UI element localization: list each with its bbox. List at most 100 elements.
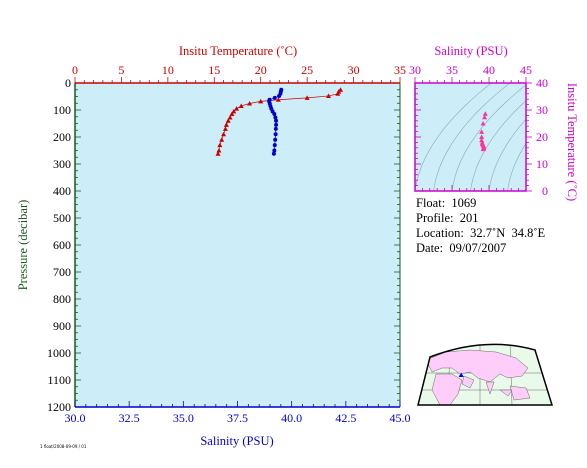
temperature-point [216,148,222,153]
map-land-indonesia [499,389,513,397]
temperature-tick-label: 30 [348,63,360,77]
pressure-tick-label: 700 [53,265,71,279]
pressure-tick-label: 0 [65,76,71,90]
salinity-point [273,126,278,131]
salinity-tick-label: 35.0 [173,411,194,425]
pressure-axis-title: Pressure (decibar) [16,200,30,291]
pressure-tick-label: 1100 [47,373,71,387]
temperature-point [234,106,240,111]
footer-stamp: 1 float/2008-09-09 / 01 [40,444,87,449]
temperature-point [304,95,310,100]
temperature-point [219,137,225,142]
ts-salinity-tick-label: 30 [409,63,421,77]
salinity-point [277,93,282,98]
temperature-point [247,101,253,106]
map-land-australia [509,385,531,401]
temperature-tick-label: 5 [118,63,124,77]
salinity-point [271,151,276,156]
ts-temperature-tick-label: 10 [536,157,548,171]
pressure-tick-label: 600 [53,238,71,252]
salinity-point [273,115,278,120]
location-map [417,343,554,406]
ts-salinity-axis-title: Salinity (PSU) [434,44,507,58]
ts-point [480,146,486,152]
ts-temperature-tick-label: 0 [542,184,548,198]
temperature-point [231,108,237,114]
temperature-point [223,122,229,127]
salinity-point [272,148,277,153]
map-land-africa [431,373,463,405]
salinity-tick-label: 32.5 [119,411,140,425]
pressure-tick-label: 400 [53,184,71,198]
ts-temperature-tick-label: 20 [536,130,548,144]
pressure-tick-label: 1200 [47,400,71,414]
pressure-tick-label: 800 [53,292,71,306]
map-land [425,349,531,405]
ts-point [479,134,485,139]
ts-point [482,114,488,120]
map-frame [417,343,554,406]
pressure-tick-label: 300 [53,157,71,171]
pressure-tick-label: 500 [53,211,71,225]
float-location: Location: 32.7˚N 34.8˚E [416,226,546,240]
pressure-tick-label: 100 [53,103,71,117]
temperature-tick-label: 25 [301,63,313,77]
ts-temperature-tick-label: 40 [536,76,548,90]
map-land-eurasia [425,349,529,383]
profile-number: Profile: 201 [416,211,479,225]
ts-salinity-tick-label: 45 [520,63,532,77]
float-location-marker [458,372,464,377]
salinity-point [272,143,277,148]
temperature-tick-label: 15 [208,63,220,77]
profile-plot-area [75,83,400,407]
density-contour [415,83,492,191]
salinity-tick-label: 45.0 [390,411,411,425]
salinity-tick-label: 42.5 [335,411,356,425]
temperature-point [258,98,264,104]
salinity-point [274,118,279,123]
density-contour [507,142,526,191]
temperature-point [335,91,341,96]
salinity-point [274,122,279,127]
temperature-tick-label: 35 [394,63,406,77]
pressure-tick-label: 1000 [47,346,71,360]
profile-date: Date: 09/07/2007 [416,241,507,255]
ts-point [479,129,485,134]
float-id: Float: 1069 [416,196,477,210]
salinity-tick-label: 40.0 [281,411,302,425]
temperature-point [227,115,233,120]
temperature-point [217,142,223,148]
ts-salinity-tick-label: 40 [483,63,495,77]
pressure-tick-label: 900 [53,319,71,333]
salinity-tick-label: 30.0 [65,411,86,425]
temperature-point [225,118,231,123]
map-land-india [485,381,495,395]
pressure-tick-label: 200 [53,130,71,144]
ts-point [480,121,486,126]
salinity-point [272,95,277,100]
salinity-point [273,132,278,137]
density-contour [433,83,511,191]
ts-salinity-tick-label: 35 [446,63,458,77]
density-contour [451,84,526,191]
float-info-panel: Float: 1069 Profile: 201 Location: 32.7˚… [416,196,545,256]
temperature-tick-label: 0 [72,63,78,77]
ts-temperature-axis-title: Insitu Temperature (˚C) [565,83,579,201]
temperature-tick-label: 20 [255,63,267,77]
temperature-point [275,97,281,102]
temperature-point [221,131,227,137]
salinity-axis-title: Salinity (PSU) [200,434,273,448]
temperature-point [326,93,331,98]
temperature-point [222,126,228,131]
temperature-point [238,103,244,108]
temperature-point [229,111,235,117]
temperature-axis-title: Insitu Temperature (˚C) [179,44,297,58]
salinity-point [273,137,278,142]
density-contour [488,118,526,191]
ts-temperature-tick-label: 30 [536,103,548,117]
salinity-point [272,112,277,117]
temperature-point [215,151,221,156]
temperature-tick-label: 10 [162,63,174,77]
salinity-tick-label: 37.5 [227,411,248,425]
